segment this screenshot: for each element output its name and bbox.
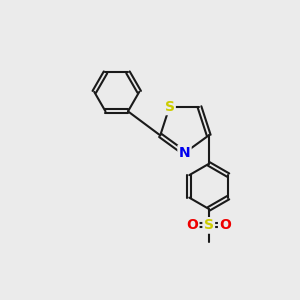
Text: S: S — [164, 100, 175, 114]
Text: O: O — [186, 218, 198, 233]
Text: N: N — [179, 146, 190, 160]
Text: S: S — [204, 218, 214, 233]
Text: O: O — [219, 218, 231, 233]
